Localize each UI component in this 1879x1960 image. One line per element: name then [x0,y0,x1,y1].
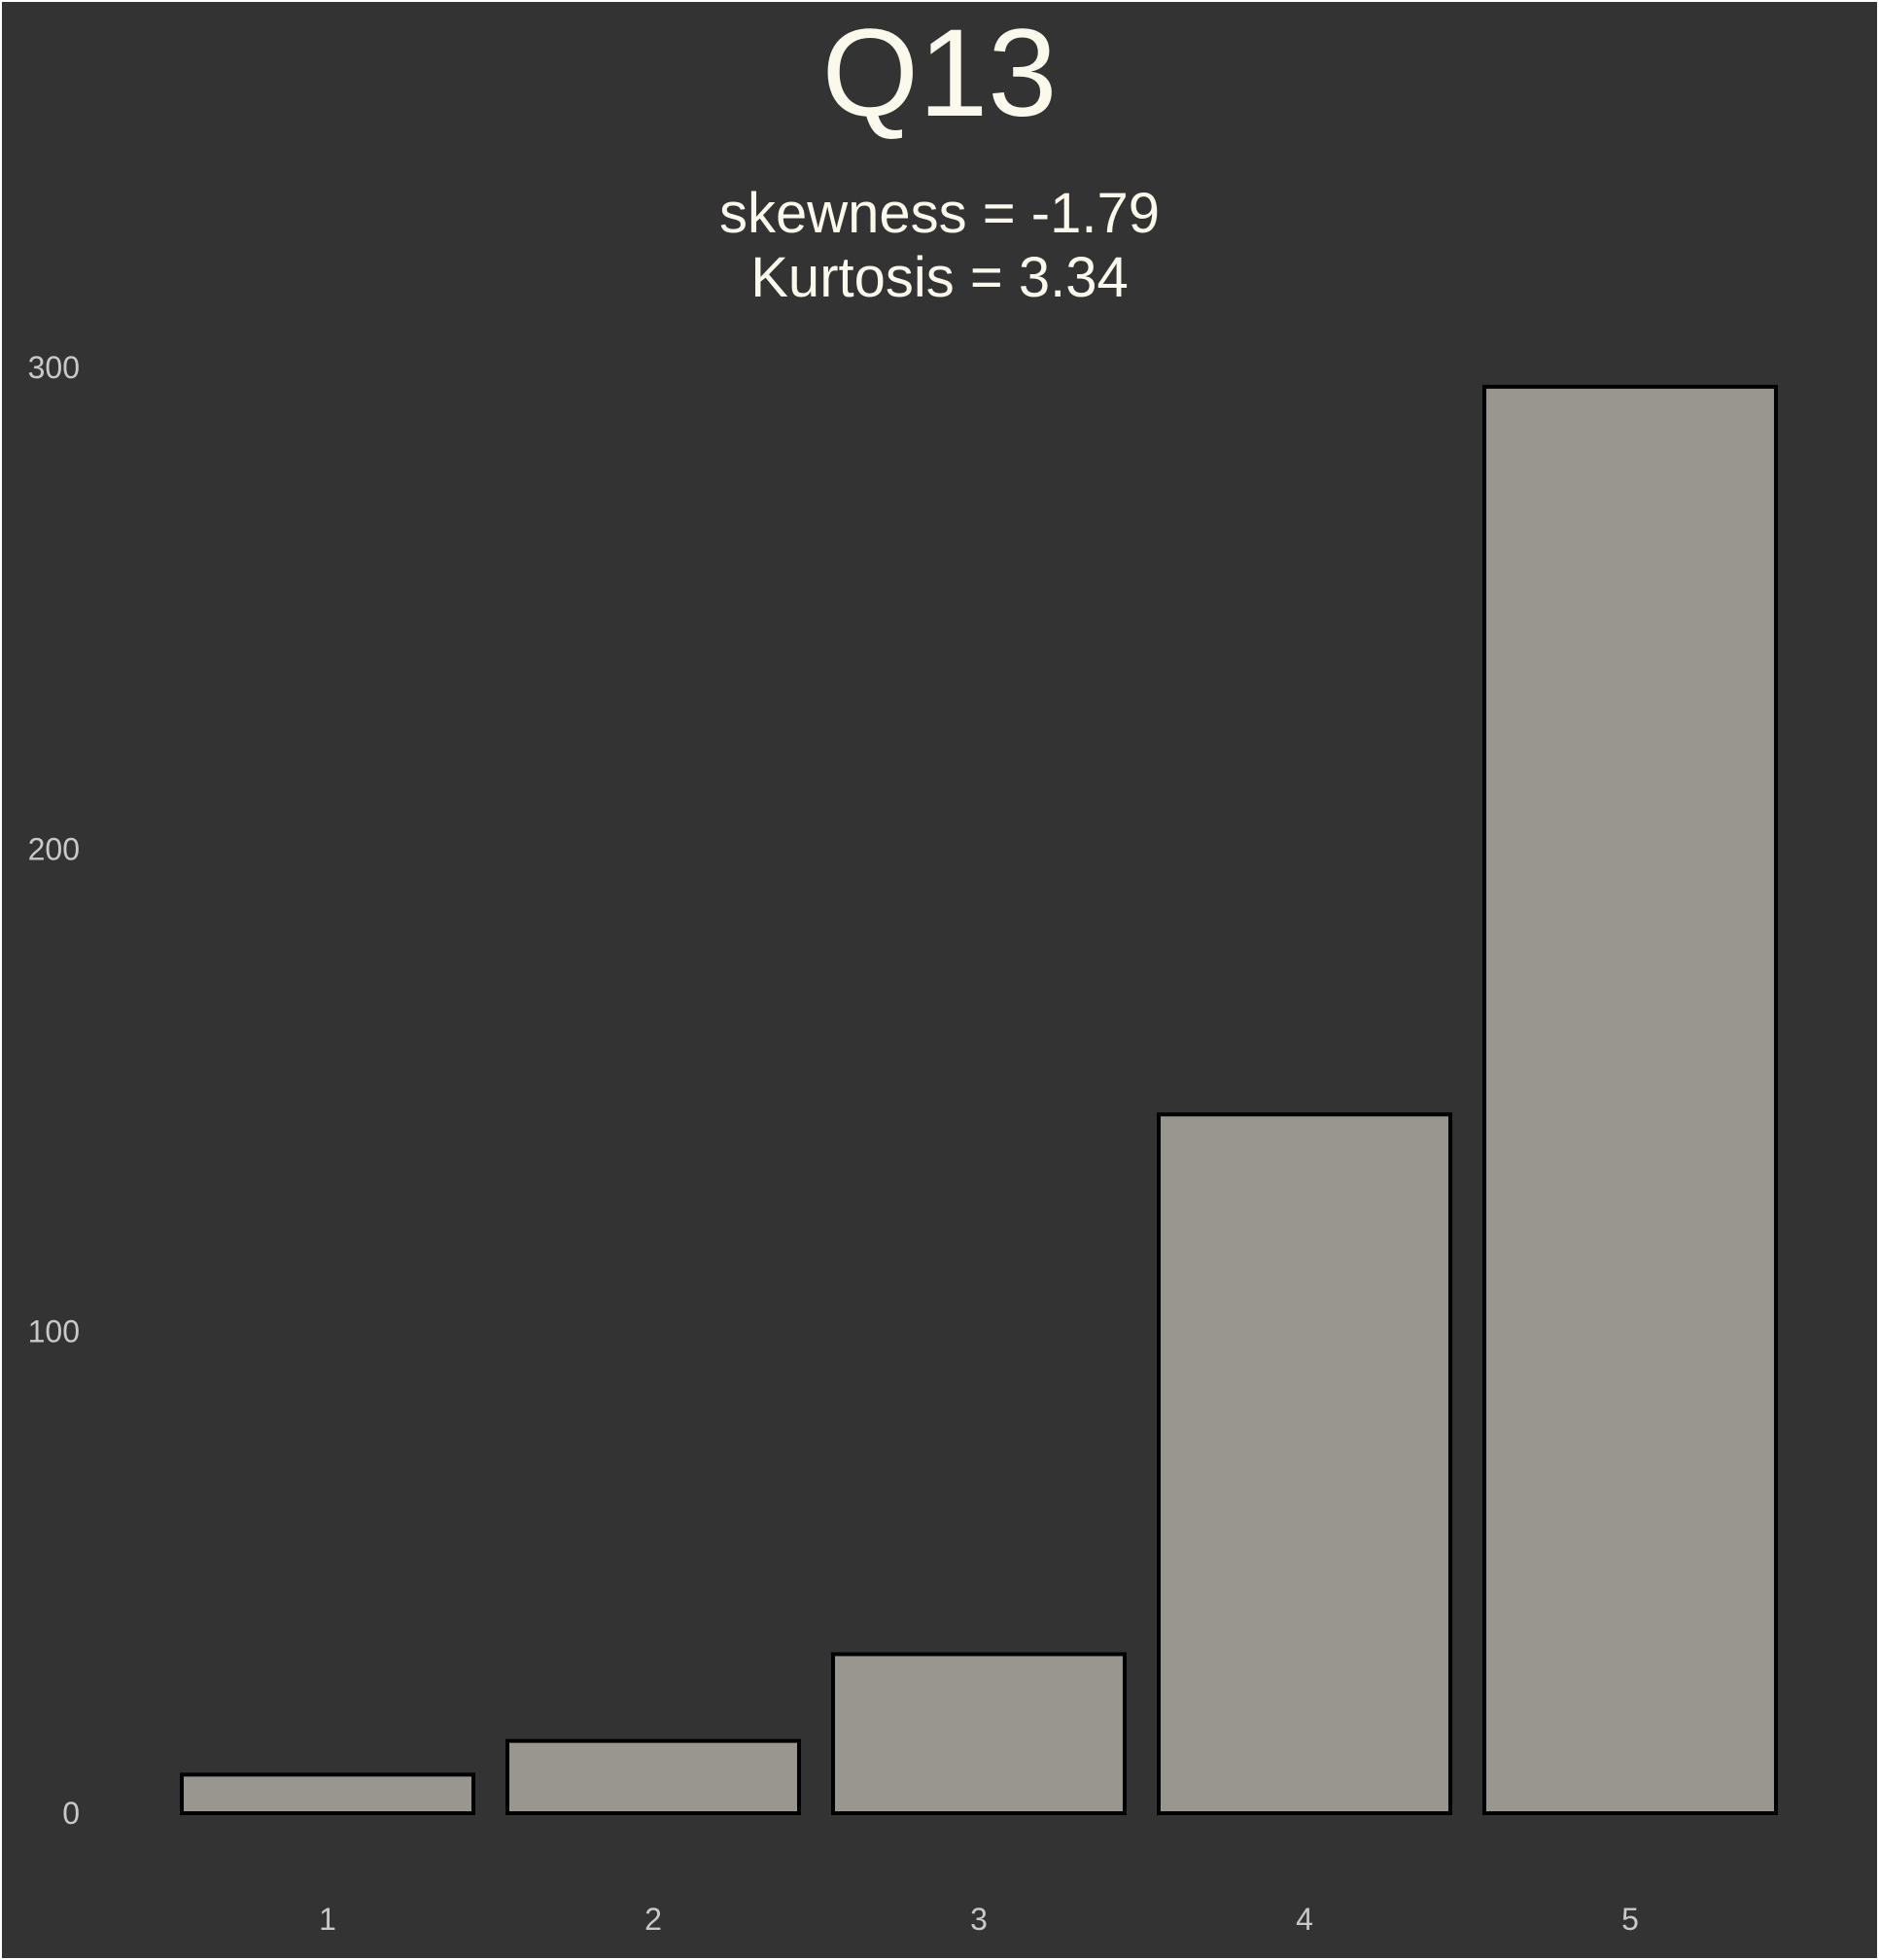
bar-1 [180,1772,475,1816]
x-tick-label-2: 2 [644,1902,662,1937]
x-tick-label-4: 4 [1296,1902,1313,1937]
y-tick-label-100: 100 [28,1313,80,1348]
x-axis-ticks: 1 2 3 4 5 [319,1902,1639,1937]
y-tick-label-200: 200 [28,832,80,867]
y-tick-label-300: 300 [28,350,80,385]
bar-2 [505,1738,801,1816]
chart-subtitle-kurtosis: Kurtosis = 3.34 [750,246,1129,309]
x-tick-label-3: 3 [970,1902,988,1937]
x-tick-label-1: 1 [319,1902,336,1937]
chart-subtitle-skewness: skewness = -1.79 [719,182,1160,245]
bar-3 [831,1652,1127,1816]
y-tick-label-0: 0 [62,1796,80,1831]
x-tick-label-5: 5 [1621,1902,1639,1937]
y-axis-ticks: 0 100 200 300 [28,350,80,1831]
bar-5 [1482,384,1778,1815]
chart-title: Q13 [821,4,1058,143]
bars-group [180,384,1778,1816]
bar-4 [1157,1112,1452,1815]
